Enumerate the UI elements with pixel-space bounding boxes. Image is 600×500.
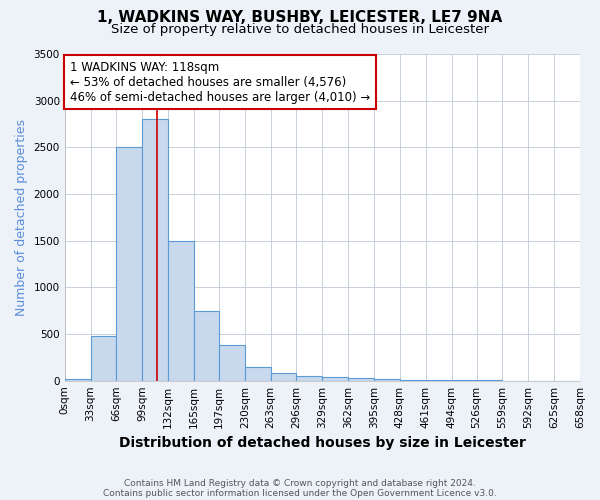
- Bar: [271, 373, 296, 380]
- Text: 1, WADKINS WAY, BUSHBY, LEICESTER, LE7 9NA: 1, WADKINS WAY, BUSHBY, LEICESTER, LE7 9…: [97, 10, 503, 25]
- X-axis label: Distribution of detached houses by size in Leicester: Distribution of detached houses by size …: [119, 436, 526, 450]
- Y-axis label: Number of detached properties: Number of detached properties: [15, 119, 28, 316]
- Bar: [65, 379, 91, 380]
- Bar: [219, 345, 245, 380]
- Bar: [91, 336, 116, 380]
- Bar: [194, 310, 219, 380]
- Text: Contains HM Land Registry data © Crown copyright and database right 2024.: Contains HM Land Registry data © Crown c…: [124, 478, 476, 488]
- Text: 1 WADKINS WAY: 118sqm
← 53% of detached houses are smaller (4,576)
46% of semi-d: 1 WADKINS WAY: 118sqm ← 53% of detached …: [70, 60, 370, 104]
- Bar: [142, 120, 168, 380]
- Text: Contains public sector information licensed under the Open Government Licence v3: Contains public sector information licen…: [103, 488, 497, 498]
- Bar: [116, 148, 142, 380]
- Bar: [245, 366, 271, 380]
- Bar: [348, 378, 374, 380]
- Bar: [168, 240, 194, 380]
- Bar: [322, 377, 348, 380]
- Bar: [296, 376, 322, 380]
- Text: Size of property relative to detached houses in Leicester: Size of property relative to detached ho…: [111, 22, 489, 36]
- Bar: [374, 379, 400, 380]
